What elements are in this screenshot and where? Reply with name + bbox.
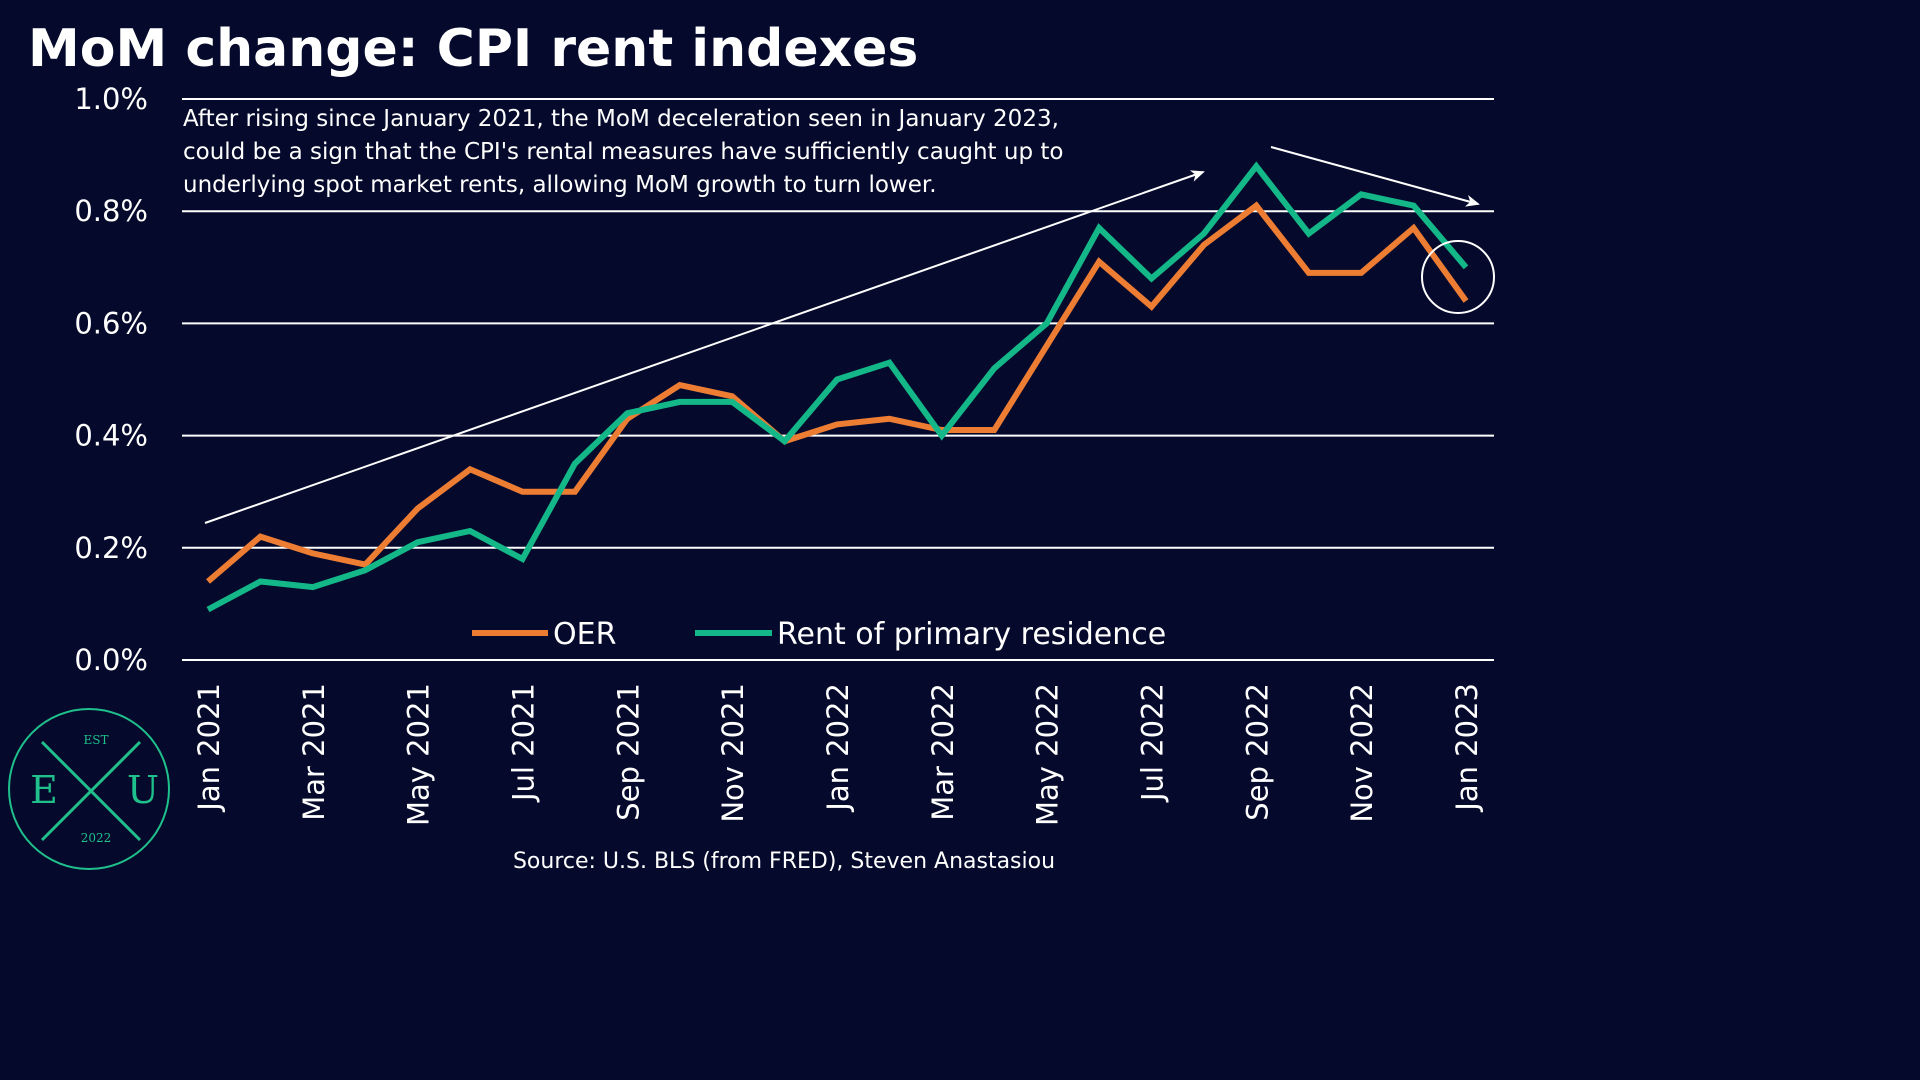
- x-tick-label: May 2021: [402, 683, 436, 826]
- x-tick-label: Mar 2021: [297, 683, 331, 821]
- y-tick-label: 0.4%: [74, 419, 148, 453]
- chart-title: MoM change: CPI rent indexes: [28, 19, 918, 79]
- x-tick-label: Jan 2023: [1450, 683, 1484, 813]
- est-logo: EST E U 2022: [8, 708, 170, 870]
- logo-right-letter: U: [127, 768, 159, 812]
- y-tick-label: 0.6%: [74, 306, 148, 340]
- logo-ring: [8, 708, 170, 870]
- annotation-line-2: could be a sign that the CPI's rental me…: [183, 139, 1063, 165]
- x-tick-label: Nov 2022: [1345, 683, 1379, 823]
- series-lines: [206, 161, 1469, 613]
- gridlines: [182, 98, 1494, 661]
- chart-canvas: MoM change: CPI rent indexes 0.0% 0.2% 0.4…: [8, 19, 1495, 874]
- y-tick-label: 0.0%: [74, 643, 148, 677]
- legend-label-oer: OER: [553, 617, 616, 652]
- x-tick-label: May 2022: [1031, 683, 1065, 826]
- logo-cross-line-2: [40, 740, 142, 842]
- rising-trend-arrow: [204, 170, 1205, 524]
- logo-bottom-text: 2022: [81, 831, 112, 845]
- annotation-line-3: underlying spot market rents, allowing M…: [183, 172, 937, 198]
- logo-left-letter: E: [30, 768, 58, 812]
- chart-figure: MoM change: CPI rent indexes 0.0% 0.2% 0.4…: [8, 19, 1495, 874]
- x-tick-label: Nov 2021: [716, 683, 750, 823]
- x-tick-label: Mar 2022: [926, 683, 960, 821]
- series-line-oer: [206, 201, 1469, 584]
- legend-label-rent: Rent of primary residence: [777, 617, 1166, 652]
- x-tick-label: Sep 2022: [1240, 683, 1274, 821]
- y-tick-label: 0.2%: [74, 531, 148, 565]
- logo-top-text: EST: [84, 733, 109, 747]
- y-tick-label: 0.8%: [74, 194, 148, 228]
- x-tick-label: Jul 2021: [507, 683, 541, 803]
- x-tick-label: Jul 2022: [1136, 683, 1170, 803]
- x-tick-label: Jan 2021: [192, 683, 226, 813]
- y-tick-label: 1.0%: [74, 82, 148, 116]
- annotation-line-1: After rising since January 2021, the MoM…: [183, 106, 1059, 132]
- legend: OER Rent of primary residence: [472, 617, 1166, 652]
- x-tick-label: Jan 2022: [821, 683, 855, 813]
- y-axis-ticks: 0.0% 0.2% 0.4% 0.6% 0.8% 1.0%: [74, 82, 148, 677]
- x-tick-label: Sep 2021: [611, 683, 645, 821]
- highlight-circle: [1421, 240, 1495, 314]
- source-note: Source: U.S. BLS (from FRED), Steven Ana…: [513, 849, 1055, 874]
- x-axis-ticks: Jan 2021 Mar 2021 May 2021 Jul 2021 Sep 2021…: [192, 683, 1484, 826]
- falling-trend-arrow: [1270, 146, 1480, 207]
- series-line-rent: [206, 161, 1469, 613]
